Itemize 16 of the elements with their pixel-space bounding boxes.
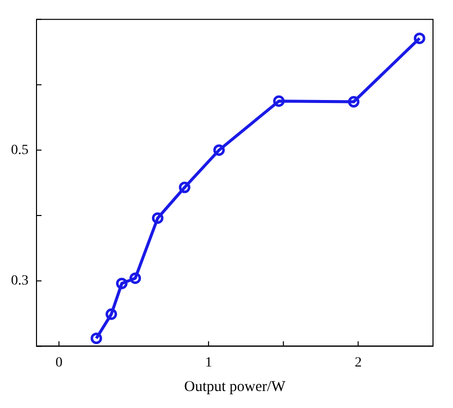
point	[348, 96, 360, 108]
point	[213, 144, 225, 156]
y-tick-label: 0.5	[11, 142, 28, 158]
point	[90, 332, 102, 344]
point	[116, 278, 128, 290]
x-tick-label: 2	[354, 355, 362, 370]
point	[130, 272, 141, 284]
point	[106, 308, 118, 320]
point	[152, 212, 164, 224]
x-tick-label: 0	[55, 355, 62, 370]
point	[273, 95, 285, 107]
x-axis-title: Output power/W	[184, 378, 286, 395]
point	[178, 182, 190, 194]
x-tick-label: 1	[205, 355, 212, 370]
point	[414, 32, 426, 44]
y-tick-label: 0.3	[11, 274, 28, 289]
